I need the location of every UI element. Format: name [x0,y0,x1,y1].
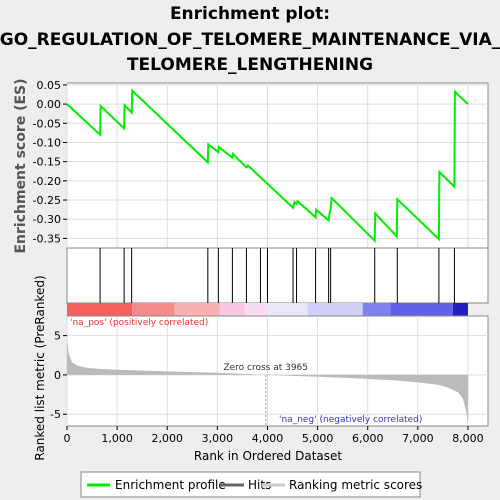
hits-markers [99,248,455,303]
es-tick-label: 0.05 [37,79,62,92]
title-line-2: GO_REGULATION_OF_TELOMERE_MAINTENANCE_VI… [0,30,500,50]
x-tick-label: 4,000 [252,432,284,445]
heat-band-segment [244,303,268,316]
legend: Enrichment profile Hits Ranking metric s… [80,471,422,498]
es-axis-label: Enrichment score (ES) [13,78,29,253]
legend-metric-label: Ranking metric scores [289,478,422,492]
x-tick-label: 8,000 [452,432,484,445]
metric-tick-label: 5 [54,330,61,343]
es-tick-label: 0.00 [37,98,62,111]
heat-band-segment [219,303,245,316]
heat-band-segment [132,303,175,316]
es-tick-label: -0.35 [33,232,61,245]
heat-band-segment [307,303,363,316]
x-tick-label: 5,000 [302,432,334,445]
legend-box [80,471,421,498]
heat-band-segment [267,303,308,316]
title-line-3: TELOMERE_LENGTHENING [127,55,373,75]
x-tick-label: 1,000 [101,432,133,445]
es-tick-label: -0.05 [33,117,61,130]
heat-band-segment [67,303,133,316]
metric-tick-label: 0 [54,369,61,382]
legend-enrichment-label: Enrichment profile [115,478,226,492]
heat-band-segment [390,303,453,316]
x-tick-label: 6,000 [352,432,384,445]
neg-label: 'na_neg' (negatively correlated) [279,415,422,425]
legend-hits-label: Hits [248,478,271,492]
title-line-1: Enrichment plot: [170,4,330,24]
ranking-heat-band [67,303,468,316]
pos-label: 'na_pos' (positively correlated) [70,318,208,328]
heat-band-segment [362,303,391,316]
metric-tick-label: -5 [50,408,61,421]
heat-band-segment [174,303,220,316]
es-panel [66,82,489,249]
x-tick-label: 2,000 [151,432,183,445]
x-tick-label: 0 [64,432,71,445]
es-tick-label: -0.20 [33,175,61,188]
hits-panel [66,247,489,304]
es-tick-label: -0.30 [33,213,61,226]
metric-axis-label: Ranked list metric (PreRanked) [33,275,47,460]
x-axis-label: Rank in Ordered Dataset [194,449,342,463]
metric-axis-ticks: 5 0 -5 [50,330,67,421]
zero-cross-label: Zero cross at 3965 [223,363,308,373]
es-tick-label: -0.10 [33,136,61,149]
es-axis-ticks: 0.05 0.00 -0.05 -0.10 -0.15 -0.20 -0.25 -0.30 -0… [33,79,67,245]
es-grid [66,83,488,248]
x-tick-label: 7,000 [402,432,434,445]
es-tick-label: -0.15 [33,156,61,169]
es-tick-label: -0.25 [33,194,61,207]
enrichment-profile-line [66,88,469,244]
x-axis-ticks: 0 1,000 2,000 3,000 4,000 5,000 6,000 7,000 8,00… [64,426,484,445]
heat-band-segment [452,303,468,316]
x-tick-label: 3,000 [202,432,234,445]
